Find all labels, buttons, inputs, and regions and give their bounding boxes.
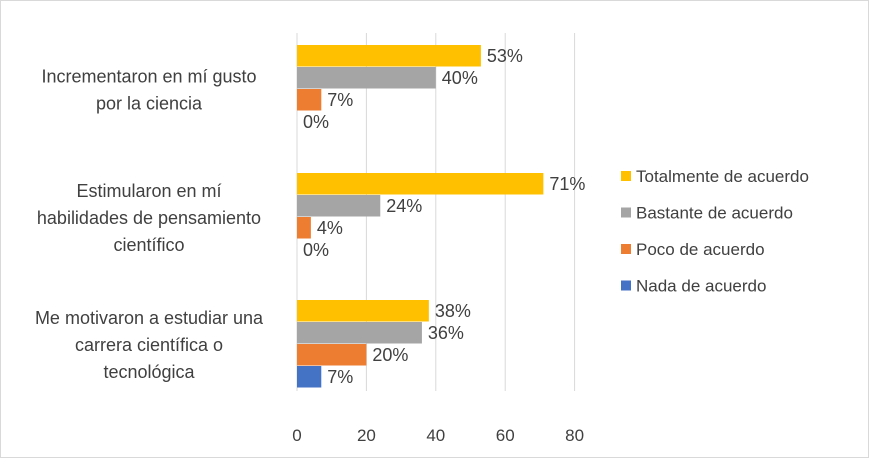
legend-label: Bastante de acuerdo xyxy=(636,204,793,223)
category-label: Incrementaron en mí gusto por la ciencia xyxy=(41,67,256,114)
category-labels: Incrementaron en mí gusto por la ciencia E… xyxy=(35,67,264,383)
bar xyxy=(297,366,322,388)
bar xyxy=(297,300,429,322)
legend: Totalmente de acuerdo Bastante de acuerdo… xyxy=(621,167,809,296)
x-tick-label: 80 xyxy=(565,426,584,445)
data-label: 53% xyxy=(487,46,523,66)
data-label: 7% xyxy=(327,90,353,110)
legend-swatch xyxy=(621,244,631,254)
legend-swatch xyxy=(621,171,631,181)
category-label-line: Incrementaron en mí gusto xyxy=(41,67,256,87)
legend-label: Poco de acuerdo xyxy=(636,240,765,259)
bar xyxy=(297,344,367,366)
category-label-line: Estimularon en mí xyxy=(76,181,221,201)
legend-swatch xyxy=(621,207,631,218)
data-label: 20% xyxy=(372,345,408,365)
data-label: 0% xyxy=(303,240,329,260)
data-label: 24% xyxy=(386,196,422,216)
category-label-line: científico xyxy=(113,235,184,255)
bars xyxy=(297,45,544,388)
value-labels: 53%40%7%0%71%24%4%0%38%36%20%7% xyxy=(303,46,585,387)
data-label: 0% xyxy=(303,112,329,132)
x-tick-label: 40 xyxy=(426,426,445,445)
legend-label: Totalmente de acuerdo xyxy=(636,167,809,186)
legend-swatch xyxy=(621,280,631,291)
bar xyxy=(297,217,311,239)
category-label: Estimularon en mí habilidades de pensamie… xyxy=(37,181,261,255)
x-axis-ticks: 0 20 40 60 80 xyxy=(292,426,584,445)
bar xyxy=(297,89,322,111)
data-label: 40% xyxy=(442,68,478,88)
data-label: 7% xyxy=(327,367,353,387)
bar xyxy=(297,45,481,67)
bar xyxy=(297,67,436,89)
data-label: 71% xyxy=(549,174,585,194)
x-tick-label: 60 xyxy=(496,426,515,445)
category-label-line: carrera científica o xyxy=(75,335,223,355)
category-label-line: Me motivaron a estudiar una xyxy=(35,308,264,328)
data-label: 4% xyxy=(317,218,343,238)
category-label-line: habilidades de pensamiento xyxy=(37,208,261,228)
legend-label: Nada de acuerdo xyxy=(636,277,766,296)
category-label-line: por la ciencia xyxy=(96,94,203,114)
bar xyxy=(297,195,381,217)
category-label: Me motivaron a estudiar una carrera cient… xyxy=(35,308,264,382)
category-label-line: tecnológica xyxy=(103,362,195,382)
data-label: 38% xyxy=(435,301,471,321)
bar xyxy=(297,173,544,195)
data-label: 36% xyxy=(428,323,464,343)
x-tick-label: 20 xyxy=(357,426,376,445)
x-tick-label: 0 xyxy=(292,426,301,445)
bar xyxy=(297,322,422,344)
